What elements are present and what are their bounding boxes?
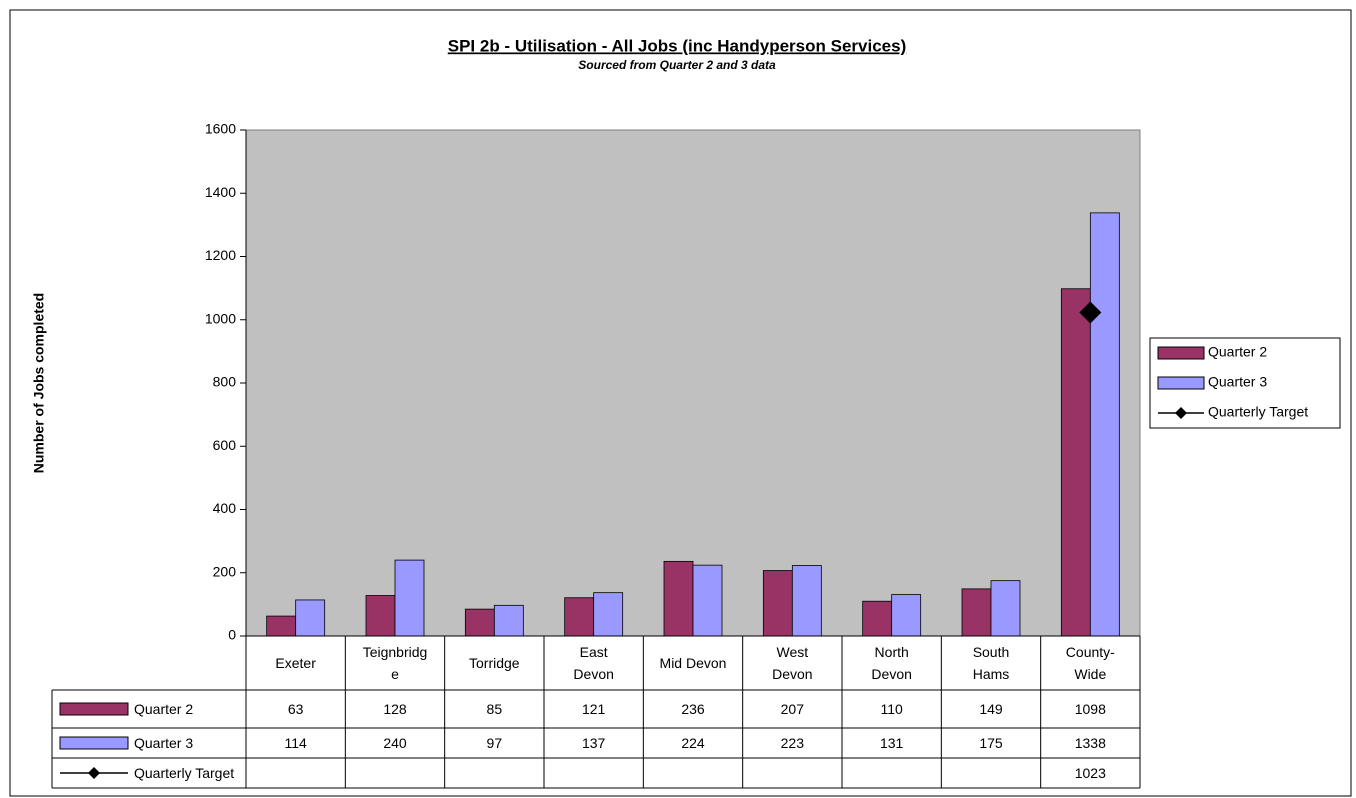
bar xyxy=(295,599,326,637)
bar xyxy=(564,597,595,637)
x-tick-label: County-Wide xyxy=(1065,644,1115,682)
target-marker xyxy=(1175,407,1187,419)
table-row-label: Quarter 2 xyxy=(134,701,194,717)
x-tick-label: South Hams xyxy=(972,644,1010,682)
bar xyxy=(692,564,723,637)
bar xyxy=(961,588,992,637)
bar xyxy=(464,608,495,637)
bar xyxy=(493,604,524,637)
legend-swatch xyxy=(1157,376,1205,390)
y-tick-label: 200 xyxy=(213,563,237,579)
table-value: 1338 xyxy=(1074,735,1106,751)
y-tick-label: 800 xyxy=(213,374,237,390)
y-tick-label: 600 xyxy=(213,437,237,453)
target-marker xyxy=(1079,301,1102,324)
table-value: 131 xyxy=(879,735,904,751)
chart-subtitle: Sourced from Quarter 2 and 3 data xyxy=(578,58,776,72)
table-row-label: Quarterly Target xyxy=(134,765,235,781)
x-tick-label: East Devon xyxy=(573,644,614,682)
x-tick-label: Teignbridge xyxy=(362,644,428,682)
x-tick-label: Torridge xyxy=(469,655,520,671)
legend-label: Quarter 2 xyxy=(1208,344,1267,360)
bar xyxy=(394,559,425,637)
table-value: 149 xyxy=(979,701,1003,717)
legend-swatch xyxy=(1157,346,1205,360)
bar xyxy=(762,570,793,637)
y-tick-label: 1600 xyxy=(205,121,236,137)
bar xyxy=(266,615,297,637)
y-tick-label: 1200 xyxy=(205,247,236,263)
bar xyxy=(365,595,396,637)
table-value: 114 xyxy=(284,735,307,751)
bar xyxy=(593,592,624,637)
bar xyxy=(1089,212,1120,637)
table-value: 1098 xyxy=(1074,701,1106,717)
table-row-label: Quarter 3 xyxy=(134,735,194,751)
table-value: 207 xyxy=(780,701,804,717)
bar xyxy=(1060,288,1091,637)
table-value: 137 xyxy=(581,735,606,751)
x-tick-label: Exeter xyxy=(275,655,316,671)
x-tick-label: West Devon xyxy=(772,644,813,682)
table-value: 240 xyxy=(383,735,407,751)
table-value: 85 xyxy=(486,701,503,717)
table-value: 121 xyxy=(581,701,606,717)
x-tick-label: North Devon xyxy=(871,644,912,682)
target-marker xyxy=(88,767,100,779)
chart-title: SPI 2b - Utilisation - All Jobs (inc Han… xyxy=(448,36,906,55)
table-value: 236 xyxy=(681,701,705,717)
y-tick-label: 400 xyxy=(213,500,237,516)
table-value: 97 xyxy=(486,735,503,751)
bar xyxy=(663,560,694,637)
y-tick-label: 1000 xyxy=(205,310,236,326)
table-value: 175 xyxy=(979,735,1003,751)
legend-label: Quarterly Target xyxy=(1208,404,1308,420)
y-axis-label: Number of Jobs completed xyxy=(31,293,47,473)
y-tick-label: 1400 xyxy=(205,184,236,200)
table-value: 223 xyxy=(780,735,804,751)
table-value: 1023 xyxy=(1074,765,1106,781)
bar xyxy=(891,594,922,637)
legend-label: Quarter 3 xyxy=(1208,374,1267,390)
plot-area xyxy=(245,129,1141,637)
table-value: 128 xyxy=(383,701,407,717)
bar xyxy=(791,565,822,637)
legend-swatch xyxy=(59,702,129,716)
x-tick-label: Mid Devon xyxy=(659,655,727,671)
table-value: 110 xyxy=(880,701,903,717)
bar xyxy=(862,600,893,637)
y-tick-label: 0 xyxy=(228,627,236,643)
table-value: 63 xyxy=(287,701,304,717)
bar xyxy=(990,580,1021,637)
table-value: 224 xyxy=(681,735,705,751)
legend-swatch xyxy=(59,736,129,750)
